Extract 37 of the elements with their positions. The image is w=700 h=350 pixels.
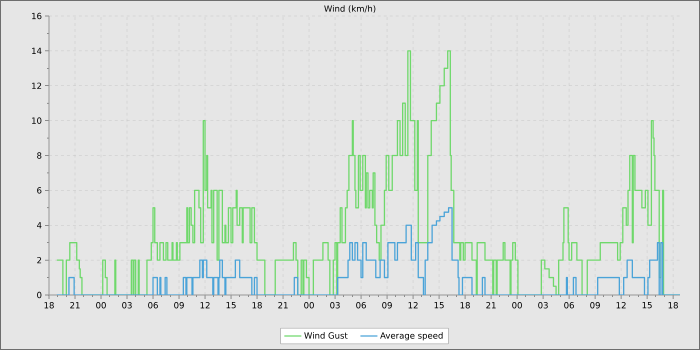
x-tick-label: 21 [278,302,288,308]
y-tick-label: 6 [37,187,42,194]
x-tick-label: 12 [408,302,418,308]
x-tick-label: 03 [330,302,340,308]
x-tick-label: 12 [616,302,626,308]
x-tick-label: 06 [148,302,158,308]
x-tick-label: 15 [642,302,652,308]
x-tick-label: 00 [512,302,522,308]
x-tick-label: 12 [200,302,210,308]
y-tick-label: 2 [37,256,42,264]
x-tick-label: 00 [96,302,106,308]
x-tick-label: 15 [434,302,444,308]
x-tick-label: 18 [252,302,262,308]
x-tick-label: 06 [564,302,574,308]
x-tick-label: 21 [486,302,496,308]
y-tick-label: 8 [37,152,42,159]
y-tick-label: 4 [36,222,42,228]
x-tick-label: 03 [122,302,132,308]
x-tick-label: 18 [44,302,54,308]
x-tick-label: 09 [590,302,600,308]
x-tick-label: 09 [174,302,184,308]
x-tick-label: 09 [382,302,392,308]
x-tick-label: 18 [460,302,470,308]
y-tick-label: 14 [32,48,42,54]
legend-label: Wind Gust [304,332,348,339]
y-tick-label: 12 [32,82,42,89]
x-tick-label: 06 [356,302,366,308]
y-tick-label: 10 [32,117,42,124]
y-tick-label: 0 [37,292,42,298]
y-tick-label: 16 [32,12,42,20]
legend-label: Average speed [380,332,443,340]
x-tick-label: 18 [668,302,678,308]
x-tick-label: 21 [70,302,80,308]
x-tick-label: 15 [226,302,236,308]
x-tick-label: 00 [304,302,314,308]
x-tick-label: 03 [538,302,548,308]
chart-title: Wind (km/h) [324,5,376,13]
